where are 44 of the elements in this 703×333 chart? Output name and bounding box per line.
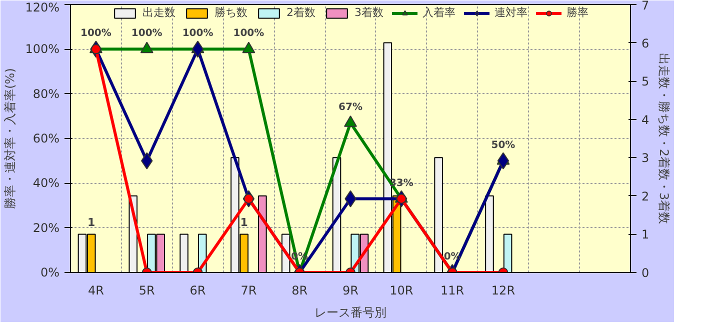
y2-tick-label: 4 [642, 112, 650, 127]
y2-axis-title: 出走数・勝ち数・2着数・3着数 [657, 52, 672, 224]
y-tick-label: 20% [32, 220, 60, 235]
x-tick-label: 12R [491, 284, 516, 298]
y-tick-label: 40% [32, 176, 60, 190]
data-label: 100% [131, 28, 162, 40]
data-label: 50% [491, 140, 516, 151]
legend-label: 出走数 [142, 5, 176, 20]
x-tick-label: 10R [390, 284, 414, 298]
data-label: 1 [240, 216, 248, 230]
y-axis-title: 勝率・連対率・入着率(%) [3, 68, 18, 209]
x-tick-label: 6R [190, 284, 206, 298]
x-tick-label: 7R [240, 284, 257, 298]
y-tick-label: 100% [25, 42, 60, 56]
y2-tick-label: 7 [642, 0, 650, 12]
y-tick-label: 60% [32, 132, 60, 146]
x-tick-label: 9R [342, 284, 358, 298]
data-label: 1 [88, 216, 96, 230]
y-tick-label: 120% [25, 0, 60, 14]
x-tick-label: 8R [292, 284, 308, 298]
y-tick-label: 0% [40, 266, 60, 280]
x-axis-title: レース番号別 [314, 306, 386, 320]
data-label: 100% [182, 28, 214, 40]
data-label: 100% [233, 28, 264, 40]
y2-tick-label: 6 [642, 36, 650, 50]
y2-tick-label: 3 [642, 151, 650, 166]
legend-label: 2着数 [286, 5, 316, 20]
point [497, 152, 510, 170]
y2-tick-label: 2 [642, 189, 650, 204]
y-tick-label: 80% [32, 86, 60, 101]
y2-tick-label: 1 [642, 228, 650, 242]
y2-tick-label: 5 [642, 74, 650, 89]
legend-label: 入着率 [422, 5, 456, 20]
y2-tick-label: 0 [642, 266, 650, 280]
legend-label: 勝率 [566, 5, 588, 20]
data-label: 100% [80, 28, 112, 40]
data-label: 67% [338, 102, 362, 113]
x-tick-label: 4R [88, 284, 104, 298]
legend-label: 勝ち数 [214, 5, 248, 20]
legend-label: 連対率 [494, 5, 528, 20]
x-tick-label: 11R [440, 284, 464, 298]
point [192, 40, 204, 58]
legend-label: 3着数 [354, 5, 384, 20]
x-tick-label: 5R [138, 284, 155, 298]
